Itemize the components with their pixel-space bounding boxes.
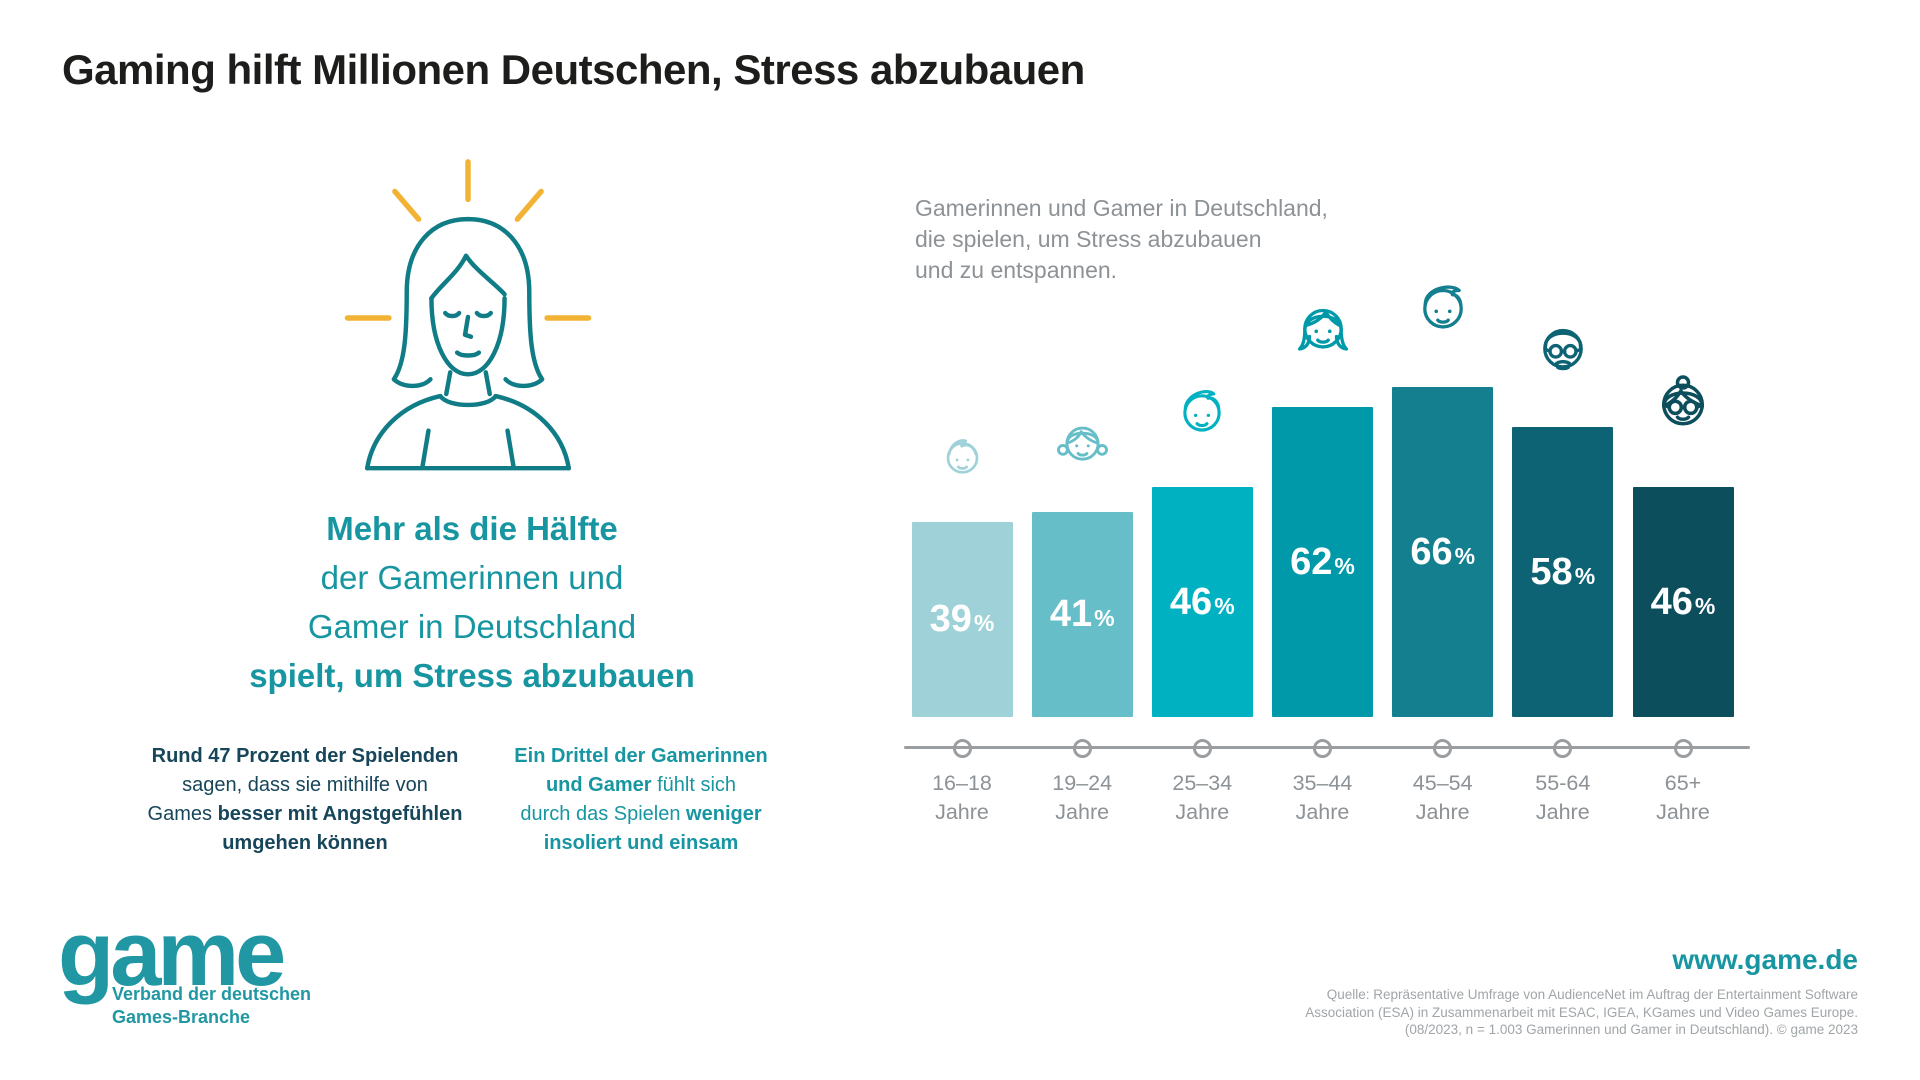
bar-16–18-Jahre: 39%	[911, 522, 1013, 717]
category-label: 25–34 Jahre	[1172, 771, 1233, 824]
logo-tagline-line: Games-Branche	[112, 1007, 251, 1027]
x-axis-line	[904, 746, 1750, 749]
chart-subtitle-line: Gamerinnen und Gamer in Deutschland,	[915, 195, 1328, 221]
adult-man-icon: M9,94 C12,75 26,66 39,61 L39,52 M61,52 L…	[1422, 285, 1463, 329]
fact-anxiety: Rund 47 Prozent der Spielenden sagen, das…	[147, 745, 463, 854]
category-label: 65+ Jahre	[1656, 771, 1710, 824]
bar-55-64-Jahre: 58%	[1512, 427, 1614, 717]
category-label: 19–24 Jahre	[1052, 771, 1113, 824]
axis-tick-dot	[1192, 739, 1212, 758]
bar-value-label: 66%	[1410, 530, 1476, 573]
axis-tick-dot	[1313, 739, 1332, 758]
bar-value-label: 58%	[1530, 550, 1596, 593]
source-line: (08/2023, n = 1.003 Gamerinnen und Gamer…	[1404, 1022, 1858, 1037]
key-message: Mehr als die Hälfte der Gamerinnen und Gam…	[249, 510, 695, 694]
bar-19–24-Jahre: 41%	[1031, 512, 1133, 717]
source-line: Association (ESA) in Zusammenarbeit mit …	[1305, 1004, 1858, 1020]
fact-isolation: Ein Drittel der Gamerinnen und Gamer fühl…	[514, 745, 768, 854]
logo-tagline: Verband der deutschen Games-Branche	[112, 983, 311, 1029]
bar-value-label: 46%	[1169, 580, 1235, 623]
senior-man-icon: M9,94 C12,75 26,66 39,61 L39,52 M61,52 L…	[1542, 328, 1583, 371]
axis-tick-dot	[1673, 739, 1693, 758]
bar-value-label: 46%	[1650, 580, 1716, 623]
game-logo: game	[58, 903, 286, 1005]
category-label: 55-64 Jahre	[1535, 771, 1591, 824]
bar-25–34-Jahre: 46%	[1151, 487, 1253, 717]
chart-subtitle-line: die spielen, um Stress abzubauen	[915, 226, 1262, 252]
relaxed-woman-with-rays-illustration	[344, 159, 592, 471]
bar-65+-Jahre: 46%	[1632, 487, 1734, 717]
source-line: Quelle: Repräsentative Umfrage von Audie…	[1326, 987, 1858, 1002]
page-title: Gaming hilft Millionen Deutschen, Stress…	[62, 46, 1085, 93]
teen-girl-icon: M9,94 C12,75 26,66 39,61 L39,52 M61,52 L…	[1056, 426, 1108, 461]
category-label: 16–18 Jahre	[932, 771, 992, 824]
bar-35–44-Jahre: 62%	[1272, 407, 1373, 717]
teen-boy-icon: M9,94 C12,75 26,66 39,61 L39,52 M61,52 L…	[946, 439, 978, 474]
bar-value-label: 39%	[929, 598, 995, 640]
bar-value-label: 62%	[1290, 540, 1355, 583]
logo-tagline-line: Verband der deutschen	[112, 984, 312, 1004]
category-label: 45–54 Jahre	[1412, 771, 1473, 824]
axis-tick-dot	[1433, 739, 1453, 758]
young-man-icon: M9,94 C12,75 26,66 39,61 L39,52 M61,52 L…	[1183, 389, 1221, 432]
chart-subtitle: Gamerinnen und Gamer in Deutschland, die…	[915, 193, 1328, 286]
category-label: 35–44 Jahre	[1292, 771, 1353, 824]
bar-value-label: 41%	[1049, 593, 1115, 635]
website-link: www.game.de	[1672, 944, 1858, 975]
chart-subtitle-line: und zu entspannen.	[915, 257, 1118, 283]
axis-tick-dot	[1553, 739, 1573, 758]
axis-tick-dot	[1072, 739, 1092, 758]
senior-woman-icon: M9,94 C12,75 26,66 39,61 L39,52 M61,52 L…	[1661, 375, 1705, 426]
axis-tick-dot	[952, 739, 972, 758]
source-note: Quelle: Repräsentative Umfrage von Audie…	[1305, 986, 1858, 1039]
sun-rays-icon	[344, 159, 592, 321]
bar-45–54-Jahre: 66%	[1392, 387, 1494, 717]
adult-woman-icon: M9,94 C12,75 26,66 39,61 L39,52 M61,52 L…	[1297, 308, 1348, 351]
